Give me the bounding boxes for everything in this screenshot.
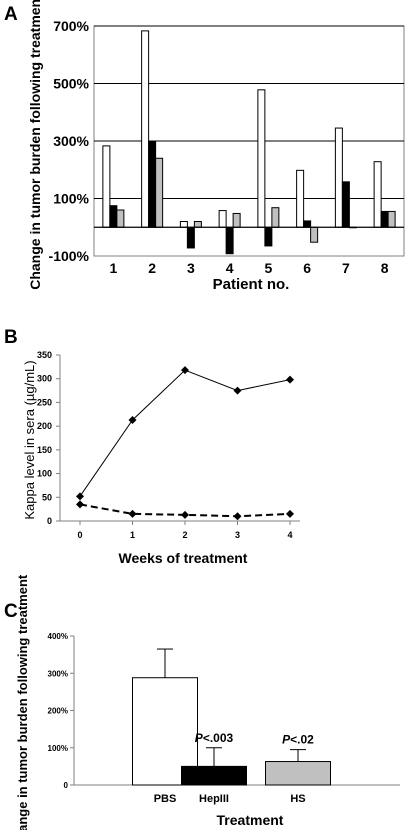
panel-b-point bbox=[76, 500, 84, 509]
panel-a-x-tick-label: 8 bbox=[381, 260, 389, 276]
panel-a-bar bbox=[109, 205, 118, 228]
panel-c-pvalue-label: P<.003 bbox=[195, 731, 234, 745]
panel-a-bar bbox=[296, 169, 305, 228]
panel-a-x-tick-label: 1 bbox=[109, 260, 117, 276]
panel-a-bar bbox=[334, 127, 343, 228]
panel-a-x-tick-label: 2 bbox=[148, 260, 156, 276]
panel-b-x-tick-label: 4 bbox=[287, 530, 292, 540]
panel-a-bar bbox=[186, 226, 195, 249]
panel-a-bar bbox=[148, 141, 157, 228]
panel-c-x-tick-label: PBS bbox=[154, 793, 177, 805]
panel-a-bar bbox=[257, 89, 266, 228]
panel-a-x-axis-title: Patient no. bbox=[213, 276, 290, 293]
panel-a-bar bbox=[193, 221, 202, 228]
panel-b-plot: 0 50 100 150 200 250 300 350 0 1 2 3 4 bbox=[37, 350, 300, 540]
panel-b-point bbox=[233, 512, 242, 521]
panel-b-y-tick-label: 250 bbox=[37, 397, 52, 407]
panel-b-point bbox=[286, 509, 294, 518]
panel-a-x-tick-label: 7 bbox=[342, 260, 350, 276]
panel-c-bar bbox=[265, 761, 331, 786]
panel-b-y-tick-label: 100 bbox=[37, 469, 52, 479]
panel-a-bar bbox=[225, 226, 234, 255]
panel-a-bar bbox=[341, 181, 350, 228]
panel-b-y-tick-label: 50 bbox=[42, 492, 52, 502]
panel-b-letter: B bbox=[4, 327, 18, 348]
panel-a-bar bbox=[380, 210, 389, 228]
panel-a-bar bbox=[271, 207, 280, 228]
panel-c-x-tick-label: HS bbox=[290, 793, 305, 805]
panel-b-point bbox=[181, 510, 189, 519]
panel-a-letter: A bbox=[4, 4, 18, 25]
panel-b-y-tick-label: 150 bbox=[37, 445, 52, 455]
panel-c-chart: Change in tumor burden following treatme… bbox=[15, 574, 400, 830]
panel-b-x-axis-title: Weeks of treatment bbox=[119, 550, 248, 566]
panel-a-y-tick-label: 500% bbox=[53, 76, 89, 92]
panel-a-bar bbox=[116, 209, 125, 228]
panel-b-y-axis-title: Kappa level in sera (µg/mL) bbox=[22, 360, 37, 519]
panel-a-y-tick-label: 300% bbox=[53, 133, 89, 149]
panel-b-x-tick-label: 2 bbox=[182, 530, 187, 540]
panel-a-bar bbox=[264, 226, 273, 247]
panel-a-bar bbox=[179, 221, 188, 228]
panel-a-y-tick-label: 700% bbox=[53, 18, 89, 34]
panel-b-point bbox=[233, 386, 242, 395]
panel-b-point bbox=[76, 492, 84, 501]
panel-a-bar bbox=[387, 210, 396, 228]
panel-c-y-tick-label: 0 bbox=[64, 781, 69, 790]
panel-a-bar bbox=[141, 30, 150, 228]
panel-c-pvalue-label: P<.02 bbox=[282, 733, 314, 747]
panel-c-letter: C bbox=[4, 601, 18, 622]
panel-c-y-axis-title: Change in tumor burden following treatme… bbox=[15, 574, 30, 830]
panel-a-bar bbox=[218, 210, 227, 228]
panel-a-bar bbox=[303, 220, 312, 228]
panel-a-bar bbox=[155, 157, 164, 228]
panel-b-chart: Kappa level in sera (µg/mL) Weeks of tre… bbox=[22, 350, 300, 566]
panel-c-x-tick-label: HepIII bbox=[199, 793, 229, 805]
panel-c-y-tick-label: 400% bbox=[48, 632, 68, 641]
panel-a-bar bbox=[102, 145, 111, 228]
panel-a-x-tick-label: 5 bbox=[264, 260, 272, 276]
panel-b-y-tick-label: 200 bbox=[37, 421, 52, 431]
panel-b-point bbox=[128, 415, 137, 424]
panel-c-y-tick-label: 300% bbox=[48, 669, 68, 678]
panel-c-x-axis-title: Treatment bbox=[217, 812, 284, 828]
panel-a-x-tick-label: 6 bbox=[303, 260, 311, 276]
panel-a-y-axis-title: Change in tumor burden following treatme… bbox=[27, 0, 43, 290]
panel-a-bar bbox=[373, 161, 382, 228]
panel-a-bar bbox=[232, 212, 241, 228]
panel-a-x-tick-label: 3 bbox=[187, 260, 195, 276]
panel-b-x-tick-label: 0 bbox=[77, 530, 82, 540]
panel-a-plot: -100% 100% 300% 500% 700% 1 2 3 4 5 6 7 8 bbox=[49, 18, 405, 276]
panel-b-y-tick-label: 300 bbox=[37, 374, 52, 384]
panel-a-chart: Change in tumor burden following treatme… bbox=[27, 0, 405, 293]
panel-b-x-tick-label: 1 bbox=[130, 530, 135, 540]
panel-a-bar bbox=[310, 226, 319, 243]
panel-b-x-tick-label: 3 bbox=[235, 530, 240, 540]
panel-a-y-tick-label: 100% bbox=[53, 191, 89, 207]
panel-a-y-tick-label: -100% bbox=[49, 248, 90, 264]
panel-c-y-tick-label: 100% bbox=[48, 744, 68, 753]
panel-c-y-tick-label: 200% bbox=[48, 707, 68, 716]
panel-b-point bbox=[128, 509, 137, 518]
panel-c-plot: 0 100% 200% 300% 400% PBS HepIII P<.003 HS P<.02 bbox=[48, 632, 400, 805]
panel-b-y-tick-label: 350 bbox=[37, 350, 52, 360]
panel-b-series-line bbox=[79, 369, 291, 497]
panel-b-point bbox=[181, 366, 189, 375]
panel-a-x-tick-label: 4 bbox=[226, 260, 234, 276]
panel-b-y-tick-label: 0 bbox=[47, 516, 52, 526]
panel-b-point bbox=[286, 375, 294, 384]
panel-c-bar bbox=[181, 765, 247, 786]
